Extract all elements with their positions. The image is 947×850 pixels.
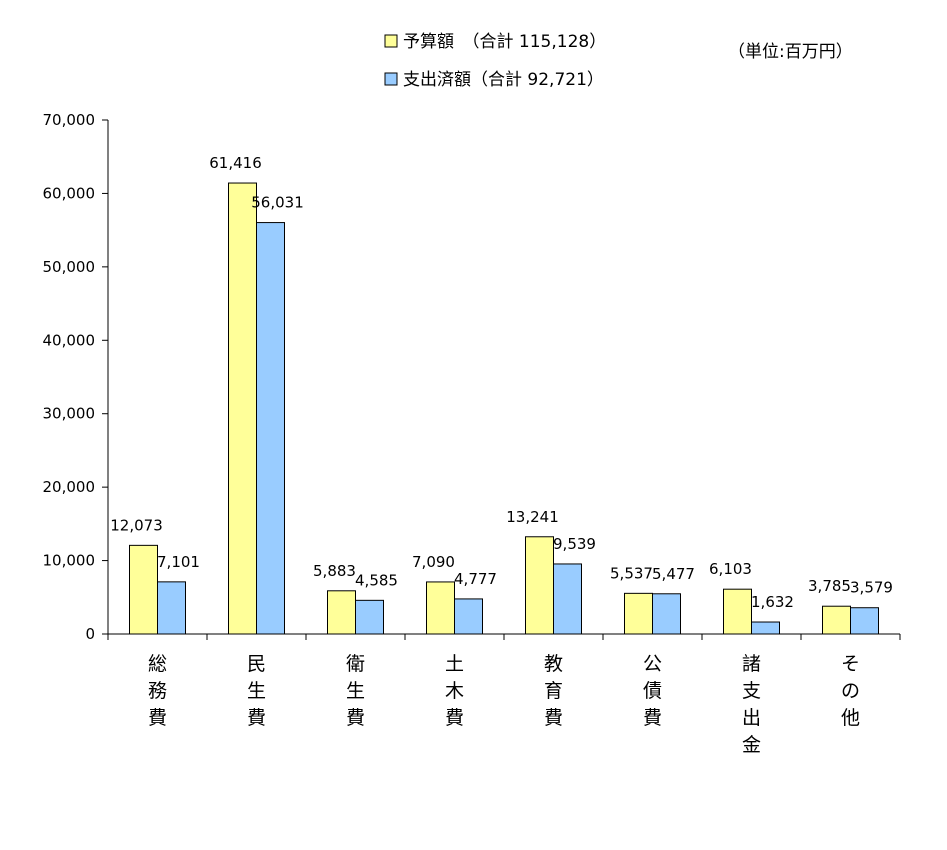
y-tick-label: 10,000 bbox=[43, 552, 96, 570]
category-label: 債 bbox=[643, 680, 662, 702]
category-label: 支 bbox=[742, 680, 761, 702]
category-label: の bbox=[841, 680, 860, 702]
value-label-spent: 5,477 bbox=[652, 565, 695, 583]
bar-budget bbox=[624, 592, 653, 635]
category-label: 衛 bbox=[346, 653, 365, 675]
value-label-spent: 4,585 bbox=[355, 571, 398, 589]
category-label: そ bbox=[841, 653, 860, 675]
value-label-spent: 7,101 bbox=[157, 553, 200, 571]
bar-budget bbox=[525, 536, 554, 635]
category-label: 費 bbox=[247, 707, 266, 729]
y-tick-label: 0 bbox=[85, 625, 95, 643]
bar-budget bbox=[327, 590, 356, 635]
bar-budget bbox=[426, 581, 455, 635]
value-label-budget: 12,073 bbox=[110, 516, 163, 534]
value-label-spent: 3,579 bbox=[850, 579, 893, 597]
value-label-spent: 9,539 bbox=[553, 535, 596, 553]
category-label: 費 bbox=[643, 707, 662, 729]
category-label: 費 bbox=[346, 707, 365, 729]
bar-spent bbox=[355, 599, 384, 635]
value-label-spent: 56,031 bbox=[251, 194, 304, 212]
category-label: 費 bbox=[544, 707, 563, 729]
legend-label-spent: 支出済額（合計 92,721） bbox=[403, 70, 604, 90]
unit-label: （単位:百万円） bbox=[728, 42, 853, 62]
y-tick-label: 60,000 bbox=[43, 184, 96, 202]
legend: 予算額 （合計 115,128） 支出済額（合計 92,721） bbox=[384, 32, 606, 90]
value-label-budget: 5,537 bbox=[610, 564, 653, 582]
value-label-budget: 61,416 bbox=[209, 154, 262, 172]
category-label: 土 bbox=[445, 653, 464, 675]
category-label: 諸 bbox=[742, 653, 761, 675]
y-tick-label: 50,000 bbox=[43, 258, 96, 276]
value-label-budget: 7,090 bbox=[412, 553, 455, 571]
category-label: 他 bbox=[841, 707, 860, 729]
legend-swatch-spent bbox=[384, 72, 398, 86]
y-tick-label: 70,000 bbox=[43, 111, 96, 129]
category-label: 費 bbox=[148, 707, 167, 729]
category-label: 生 bbox=[346, 680, 365, 702]
y-tick-label: 20,000 bbox=[43, 478, 96, 496]
bar-spent bbox=[553, 563, 582, 635]
category-label: 公 bbox=[643, 653, 662, 675]
bar-budget bbox=[822, 605, 851, 635]
bar-budget bbox=[723, 588, 752, 635]
category-label: 務 bbox=[148, 680, 167, 702]
bars bbox=[129, 182, 879, 635]
category-label: 木 bbox=[445, 680, 464, 702]
value-label-budget: 13,241 bbox=[506, 508, 559, 526]
category-label: 教 bbox=[544, 653, 563, 675]
bar-spent bbox=[256, 222, 285, 635]
category-label: 金 bbox=[742, 734, 761, 756]
y-tick-label: 30,000 bbox=[43, 405, 96, 423]
legend-swatch-budget bbox=[384, 34, 398, 48]
value-label-spent: 1,632 bbox=[751, 593, 794, 611]
value-label-budget: 6,103 bbox=[709, 560, 752, 578]
value-label-spent: 4,777 bbox=[454, 570, 497, 588]
bar-spent bbox=[652, 593, 681, 635]
legend-label-budget: 予算額 （合計 115,128） bbox=[403, 32, 606, 52]
value-label-budget: 3,785 bbox=[808, 577, 851, 595]
category-label: 育 bbox=[544, 680, 563, 702]
bar-spent bbox=[850, 607, 879, 635]
y-axis-ticks: 0 10,000 20,000 30,000 40,000 50,000 60,000 70,… bbox=[43, 111, 108, 643]
bar-spent bbox=[157, 581, 186, 635]
category-label: 総 bbox=[148, 653, 167, 675]
category-label: 出 bbox=[742, 707, 761, 729]
value-label-budget: 5,883 bbox=[313, 562, 356, 580]
y-tick-label: 40,000 bbox=[43, 331, 96, 349]
bar-budget bbox=[228, 182, 257, 635]
category-label: 生 bbox=[247, 680, 266, 702]
category-label: 費 bbox=[445, 707, 464, 729]
x-axis-ticks bbox=[107, 634, 901, 640]
bar-spent bbox=[751, 621, 780, 635]
category-label: 民 bbox=[247, 653, 266, 675]
bar-spent bbox=[454, 598, 483, 635]
bar-budget bbox=[129, 544, 158, 635]
